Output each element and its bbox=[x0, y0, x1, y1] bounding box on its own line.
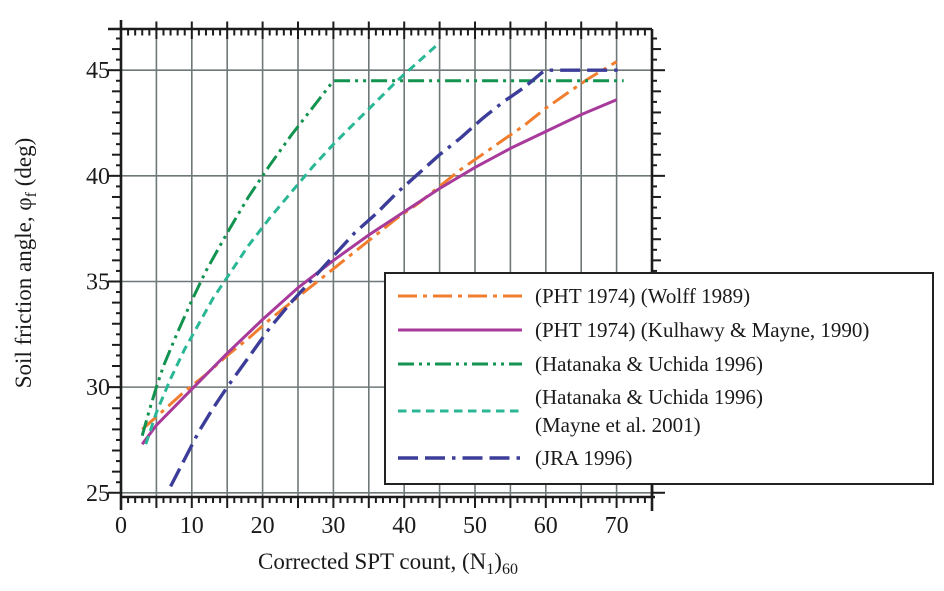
x-tick-label: 70 bbox=[605, 513, 629, 539]
series-line-1 bbox=[140, 98, 618, 446]
y-tick-label: 45 bbox=[86, 58, 110, 84]
legend-entry-wolff: (PHT 1974) (Wolff 1989) bbox=[396, 279, 750, 313]
tick-labels: 0 10 20 30 40 50 60 70 25 30 35 40 45 Corrected SPT c… bbox=[11, 58, 629, 578]
series-line-2 bbox=[140, 79, 624, 437]
legend-entry-jra: (JRA 1996) bbox=[396, 441, 632, 475]
x-tick-label: 60 bbox=[534, 513, 558, 539]
legend-label-line: (PHT 1974) (Wolff 1989) bbox=[535, 284, 751, 308]
x-axis-title: Corrected SPT count, (N1)60 bbox=[258, 549, 518, 578]
legend-label: (PHT 1974) (Wolff 1989) bbox=[535, 282, 750, 310]
legend-label-line: (Hatanaka & Uchida 1996) bbox=[535, 352, 763, 376]
x-tick-label: 20 bbox=[251, 513, 275, 539]
legend-label: (Hatanaka & Uchida 1996) (Mayne et al. 2… bbox=[535, 383, 763, 439]
x-tick-label: 10 bbox=[180, 513, 204, 539]
legend-label: (Hatanaka & Uchida 1996) bbox=[535, 350, 763, 378]
legend-label-line: (Hatanaka & Uchida 1996) bbox=[535, 385, 763, 409]
x-tick-label: 0 bbox=[115, 513, 127, 539]
x-tick-label: 30 bbox=[321, 513, 345, 539]
legend-label-line: (PHT 1974) (Kulhawy & Mayne, 1990) bbox=[535, 318, 870, 342]
legend-label-line: (JRA 1996) bbox=[535, 446, 633, 470]
series-line-0 bbox=[141, 60, 618, 431]
legend-label-line: (Mayne et al. 2001) bbox=[535, 413, 701, 437]
legend-entry-hatanaka-mayne: (Hatanaka & Uchida 1996) (Mayne et al. 2… bbox=[396, 380, 763, 442]
legend-line-swatch-wolff bbox=[398, 294, 522, 298]
legend-line-swatch-hatanaka-uchida bbox=[398, 362, 522, 366]
x-tick-label: 40 bbox=[392, 513, 416, 539]
y-tick-label: 30 bbox=[86, 375, 110, 401]
series-line-3 bbox=[144, 41, 441, 445]
legend-entry-kulhawy-mayne: (PHT 1974) (Kulhawy & Mayne, 1990) bbox=[396, 313, 869, 347]
y-axis-title: Soil friction angle, φf (deg) bbox=[11, 138, 40, 388]
y-tick-label: 25 bbox=[86, 481, 110, 507]
y-tick-label: 35 bbox=[86, 269, 110, 295]
series-line-4 bbox=[169, 68, 621, 488]
legend-line-swatch-jra bbox=[398, 456, 522, 460]
legend-label: (JRA 1996) bbox=[535, 444, 632, 472]
legend-label: (PHT 1974) (Kulhawy & Mayne, 1990) bbox=[535, 316, 869, 344]
legend: (PHT 1974) (Wolff 1989) (PHT 1974) (Kulh… bbox=[384, 272, 934, 485]
y-tick-label: 40 bbox=[86, 164, 110, 190]
legend-line-swatch-hatanaka-mayne bbox=[398, 409, 522, 413]
axis-ticks bbox=[108, 21, 665, 511]
legend-line-swatch-kulhawy-mayne bbox=[398, 328, 522, 332]
legend-entry-hatanaka-uchida: (Hatanaka & Uchida 1996) bbox=[396, 347, 763, 381]
x-tick-label: 50 bbox=[463, 513, 487, 539]
